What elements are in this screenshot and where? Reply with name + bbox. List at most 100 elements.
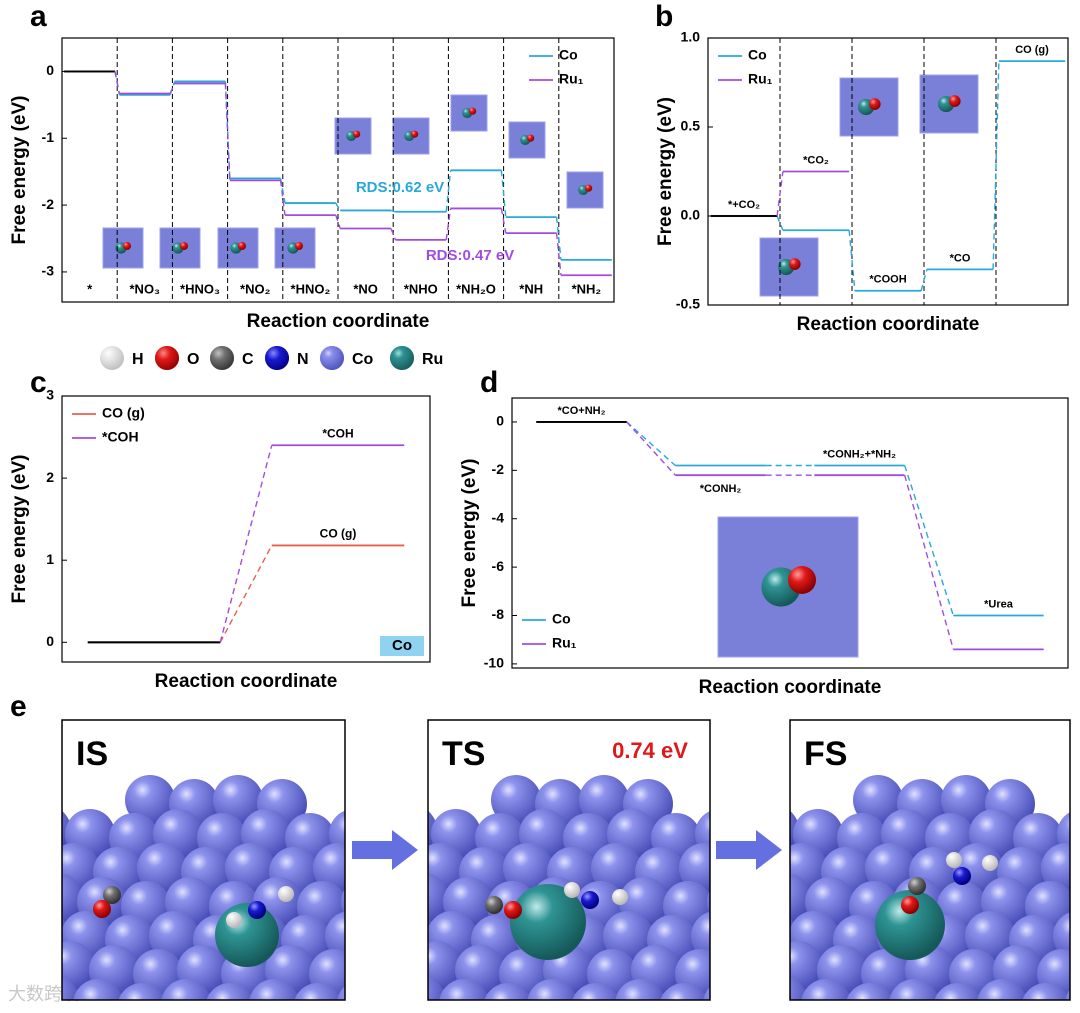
- co-atom: [341, 888, 345, 916]
- adsorbate-atom: [982, 855, 998, 871]
- step-label: *CONH₂+*NH₂: [823, 448, 896, 460]
- co-atom: [213, 775, 263, 825]
- co-atom: [503, 843, 553, 893]
- connector: [279, 180, 286, 216]
- step-label: *NO₂: [240, 281, 271, 296]
- co-atom: [62, 917, 67, 947]
- co-atom: [977, 979, 1027, 1000]
- adsorbate-atom: [278, 886, 294, 902]
- co-atom: [1065, 989, 1070, 1000]
- arrow: [352, 830, 418, 870]
- co-atom: [691, 911, 710, 961]
- ru-atom: [510, 884, 586, 960]
- atom-swatch: [210, 346, 234, 370]
- atom-label: O: [187, 351, 199, 368]
- y-tick-label: 0.0: [681, 207, 701, 223]
- structure: [790, 775, 1070, 1000]
- ru-atom: [215, 903, 279, 967]
- connector: [219, 545, 273, 643]
- x-axis-label: Reaction coordinate: [155, 671, 338, 692]
- step-label: *NHO: [404, 281, 438, 296]
- panel-label: e: [10, 690, 27, 723]
- y-axis-label: Free energy (eV): [459, 459, 480, 608]
- x-axis-label: Reaction coordinate: [699, 677, 882, 698]
- step-label: *+CO₂: [728, 199, 760, 211]
- step-label: *NO: [353, 281, 378, 296]
- step-label: *CO+NH₂: [558, 405, 606, 417]
- structure-inset: [353, 130, 361, 138]
- adsorbate-atom: [248, 901, 266, 919]
- atom-swatch: [320, 346, 344, 370]
- frame: [427, 719, 711, 1001]
- connector: [776, 171, 784, 217]
- structure-inset: [585, 184, 593, 192]
- co-atom: [369, 915, 419, 965]
- connector: [555, 233, 562, 276]
- legend-label: Co: [559, 47, 578, 63]
- atom-swatch: [265, 346, 289, 370]
- step-label: *CONH₂: [700, 483, 742, 495]
- structure-inset: [789, 258, 801, 270]
- y-tick-label: 0: [46, 633, 54, 649]
- co-atom: [801, 979, 851, 1000]
- co-atom: [439, 979, 489, 1000]
- y-tick-label: -6: [492, 558, 505, 574]
- co-atom: [225, 843, 275, 893]
- structure-inset: [180, 242, 188, 250]
- state-label: TS: [442, 735, 485, 773]
- step-label: *NO₃: [130, 281, 161, 296]
- co-atom: [325, 911, 345, 961]
- step-label: *: [87, 281, 93, 296]
- co-atom: [381, 983, 431, 1013]
- connector: [335, 214, 341, 229]
- atom-label: C: [242, 351, 254, 368]
- connector: [776, 215, 784, 231]
- connector: [500, 208, 507, 234]
- co-atom: [591, 843, 641, 893]
- co-atom: [660, 983, 708, 1000]
- adsorbate-atom: [901, 896, 919, 914]
- co-atom: [1053, 912, 1070, 960]
- adsorbate-atom: [226, 912, 242, 928]
- structure-inset: [869, 98, 881, 110]
- connector: [219, 445, 273, 643]
- connector: [390, 209, 396, 213]
- co-atom: [615, 979, 665, 1000]
- legend-label: Co: [748, 47, 767, 63]
- y-axis-label: Free energy (eV): [655, 97, 676, 246]
- connector: [992, 61, 1000, 270]
- co-atom: [73, 979, 123, 1000]
- atom-swatch: [100, 346, 124, 370]
- co-atom: [149, 911, 199, 961]
- y-tick-label: 0: [46, 62, 54, 78]
- y-tick-label: -10: [484, 655, 504, 671]
- step-label: *HNO₂: [291, 281, 331, 296]
- co-atom: [484, 983, 532, 1000]
- legend-label: Ru₁: [559, 71, 584, 87]
- co-atom: [865, 843, 915, 893]
- atom-label: Ru: [422, 351, 443, 368]
- connector: [920, 269, 928, 291]
- y-tick-label: 3: [46, 387, 54, 403]
- structure-inset: [527, 134, 535, 142]
- y-tick-label: -2: [42, 196, 55, 212]
- connector: [390, 228, 397, 241]
- co-atom: [735, 915, 785, 965]
- co-atom: [428, 917, 433, 947]
- adsorbate-atom: [581, 891, 599, 909]
- step-label: *COOH: [869, 274, 906, 286]
- y-tick-label: -2: [492, 461, 505, 477]
- structure: [428, 775, 785, 1000]
- co-atom: [428, 873, 449, 923]
- structure-inset: [411, 130, 419, 138]
- adsorbate-atom: [504, 901, 522, 919]
- connector: [335, 202, 341, 211]
- co-atom: [790, 917, 795, 947]
- co-atom: [941, 775, 991, 825]
- panel-label: c: [30, 366, 47, 399]
- adsorbate-atom: [953, 867, 971, 885]
- co-atom: [1041, 843, 1070, 893]
- structure-inset: [238, 242, 246, 250]
- co-atom: [249, 979, 299, 1000]
- co-atom: [428, 941, 461, 991]
